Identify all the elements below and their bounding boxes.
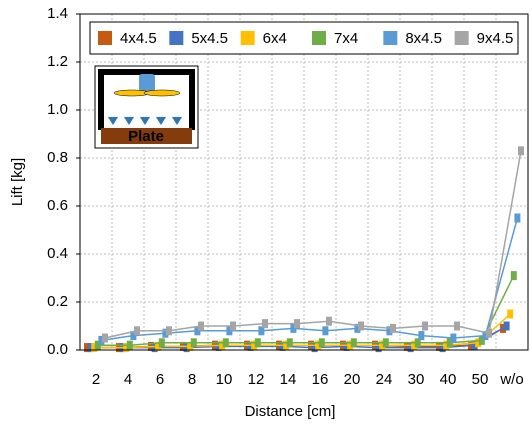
box bbox=[199, 322, 204, 330]
page: {"chart_data": {"type": "line", "x_label… bbox=[0, 0, 532, 426]
x-tick-label: 24 bbox=[376, 371, 393, 388]
y-tick-label: 0.4 bbox=[47, 245, 68, 262]
box bbox=[511, 272, 516, 280]
x-tick-label: w/o bbox=[499, 371, 523, 388]
box bbox=[451, 334, 456, 342]
box bbox=[327, 317, 332, 325]
x-tick-label: 6 bbox=[156, 371, 164, 388]
x-tick-label: 4 bbox=[124, 371, 132, 388]
box bbox=[391, 324, 396, 332]
legend-label: 5x4.5 bbox=[191, 30, 228, 47]
box bbox=[504, 322, 509, 330]
box bbox=[159, 339, 164, 347]
chart: Distance [cm] Lift [kg] Plate 0.0 0.2 0.4 0… bbox=[0, 0, 532, 426]
box bbox=[487, 329, 492, 337]
x-tick-label: 30 bbox=[408, 371, 425, 388]
box bbox=[383, 339, 388, 347]
x-tick-label: 2 bbox=[92, 371, 100, 388]
box bbox=[223, 339, 228, 347]
x-tick-label: 40 bbox=[440, 371, 457, 388]
inset: Plate bbox=[95, 66, 198, 148]
y-tick-label: 1.4 bbox=[47, 5, 68, 22]
legend-label: 6x4 bbox=[263, 30, 287, 47]
box bbox=[319, 339, 324, 347]
x-tick-label: 14 bbox=[280, 371, 297, 388]
legend-swatch bbox=[169, 31, 183, 45]
x-tick-label: 10 bbox=[216, 371, 233, 388]
box bbox=[263, 320, 268, 328]
box bbox=[359, 322, 364, 330]
box bbox=[103, 334, 108, 342]
box bbox=[515, 214, 520, 222]
box bbox=[323, 327, 328, 335]
x-tick-label: 12 bbox=[248, 371, 265, 388]
box bbox=[423, 322, 428, 330]
y-tick-label: 0.2 bbox=[47, 293, 68, 310]
box bbox=[295, 320, 300, 328]
y-tick-label: 1.2 bbox=[47, 53, 68, 70]
x-tick-label: 8 bbox=[188, 371, 196, 388]
box bbox=[191, 339, 196, 347]
inset-label: Plate bbox=[128, 128, 164, 145]
box bbox=[455, 322, 460, 330]
legend-label: 4x4.5 bbox=[120, 30, 157, 47]
box bbox=[519, 147, 524, 155]
box bbox=[287, 339, 292, 347]
x-tick-label: 20 bbox=[344, 371, 361, 388]
box bbox=[135, 327, 140, 335]
box bbox=[167, 327, 172, 335]
x-axis-label: Distance [cm] bbox=[245, 403, 336, 420]
legend-swatch bbox=[455, 31, 469, 45]
legend-swatch bbox=[98, 31, 112, 45]
legend-label: 8x4.5 bbox=[405, 30, 442, 47]
box bbox=[255, 339, 260, 347]
box bbox=[127, 341, 132, 349]
y-tick-label: 0.0 bbox=[47, 341, 68, 358]
legend-label: 7x4 bbox=[334, 30, 358, 47]
x-tick-label: 16 bbox=[312, 371, 329, 388]
legend-label: 9x4.5 bbox=[477, 30, 514, 47]
y-axis-label: Lift [kg] bbox=[9, 158, 26, 206]
x-tick-label: 50 bbox=[472, 371, 489, 388]
legend-swatch bbox=[241, 31, 255, 45]
box bbox=[231, 322, 236, 330]
box bbox=[351, 339, 356, 347]
y-tick-label: 0.6 bbox=[47, 197, 68, 214]
y-tick-label: 1.0 bbox=[47, 101, 68, 118]
box bbox=[419, 332, 424, 340]
legend-swatch bbox=[312, 31, 326, 45]
legend-swatch bbox=[383, 31, 397, 45]
y-tick-label: 0.8 bbox=[47, 149, 68, 166]
box bbox=[508, 310, 513, 318]
